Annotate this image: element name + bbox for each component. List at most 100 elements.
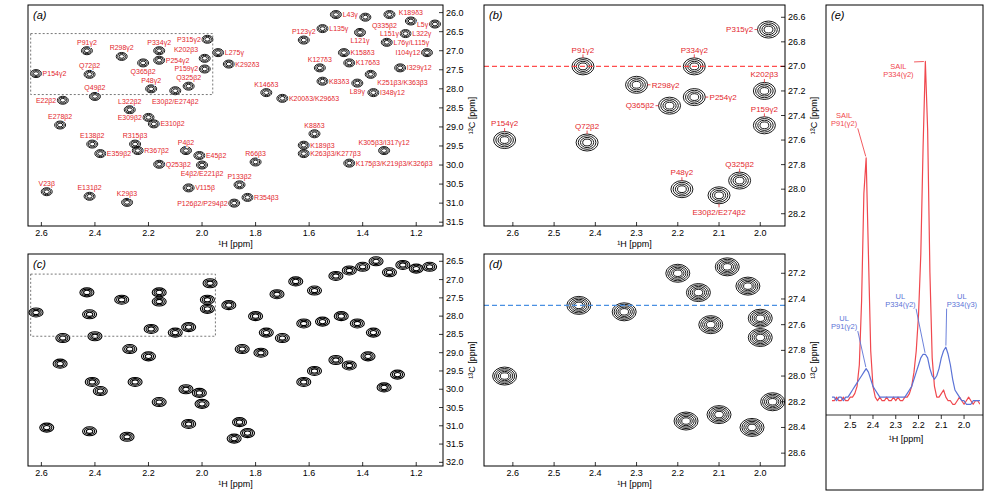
peak-annotation: SAILP91(γ2) (831, 111, 858, 128)
peak-contour (81, 47, 92, 55)
contour-ring (363, 353, 373, 360)
contour-ring (756, 84, 774, 98)
y-tick (781, 41, 785, 42)
peak-contour (298, 150, 309, 158)
leader-line (648, 84, 651, 85)
peak-label: P126β2/P294β2 (177, 200, 228, 208)
peak-contour (203, 279, 217, 288)
plot-area (484, 21, 785, 204)
contour-ring (59, 97, 67, 103)
peak-label: K29β3 (117, 190, 137, 198)
contour-ring (333, 13, 338, 17)
peak-annotation: SAILP334(γ2) (883, 62, 914, 79)
peak-label: Q335β2 (372, 22, 397, 30)
contour-ring (630, 80, 643, 90)
x-tick (416, 462, 417, 466)
contour-ring (721, 262, 733, 271)
peak-label: E30β2/E274β2 (692, 208, 746, 217)
peak-contour (261, 89, 272, 97)
x-tick (416, 222, 417, 226)
peak-contour (222, 301, 236, 310)
contour-ring (44, 190, 49, 194)
contour-ring (733, 175, 746, 185)
peak-contour (84, 192, 95, 200)
contour-ring (173, 89, 178, 93)
peak-contour (352, 79, 363, 87)
peak-label: E131β2 (77, 184, 101, 192)
peak-label: L5γ (417, 21, 429, 29)
contour-ring (742, 281, 754, 290)
contour-ring (320, 27, 325, 31)
contour-ring (186, 84, 191, 88)
contour-ring (199, 163, 204, 167)
x-tick (362, 462, 363, 466)
peak (715, 258, 739, 276)
peak (84, 70, 95, 78)
contour-ring (703, 319, 719, 331)
peak-contour (748, 329, 772, 347)
peak-label: K146δ3 (254, 81, 278, 88)
peak-contour (307, 286, 321, 295)
peak (729, 172, 751, 189)
contour-ring (146, 116, 151, 120)
contour-ring (392, 371, 402, 378)
contour-ring (33, 72, 38, 76)
y-tick-label: 26.5 (446, 256, 464, 266)
y-tick (439, 107, 443, 108)
peak-contour (298, 36, 309, 44)
peak-annotation: ULP91(γ2) (831, 314, 858, 331)
peak-contour (350, 319, 364, 328)
x-tick-label: 2.6 (507, 228, 520, 238)
contour-ring (216, 51, 221, 55)
peak-label: Q49β2 (84, 84, 105, 92)
peak (671, 181, 693, 198)
y-tick-label: 27.0 (446, 275, 464, 285)
peak-contour (57, 96, 68, 104)
annotation-line: P334(γ2) (883, 70, 914, 79)
frame (28, 5, 443, 226)
contour-ring (278, 95, 286, 101)
peak-contour (200, 295, 214, 304)
peak-contour (736, 277, 760, 295)
peak (203, 279, 217, 288)
peak (314, 64, 325, 72)
contour-ring (678, 415, 694, 427)
peak (93, 387, 107, 396)
peak (146, 85, 157, 93)
contour-ring (95, 388, 105, 395)
frame (28, 254, 443, 466)
leader-line (739, 169, 740, 173)
peak (400, 30, 411, 38)
contour-ring (84, 428, 94, 435)
peak (309, 130, 320, 138)
peak (179, 385, 193, 394)
contour-ring (387, 13, 392, 17)
contour-ring (748, 424, 757, 430)
contour-ring (301, 380, 308, 384)
y-tick (439, 31, 443, 32)
y-tick (439, 165, 443, 166)
y-tick (781, 401, 785, 402)
contour-ring (252, 159, 260, 165)
y-tick-label: 30.0 (446, 384, 464, 394)
peak-contour (748, 309, 772, 327)
peak (753, 117, 775, 134)
contour-ring (398, 262, 408, 269)
contour-ring (752, 312, 768, 324)
peak-contour (168, 328, 182, 337)
contour-ring (205, 37, 210, 41)
peak-contour (758, 21, 780, 38)
peak-contour (95, 150, 106, 158)
y-tick-label: 31.5 (446, 217, 464, 227)
contour-ring (338, 314, 345, 318)
y-tick-label: 30.5 (446, 179, 464, 189)
contour-ring (713, 410, 725, 419)
peak-contour (259, 328, 273, 337)
y-tick-label: 27.0 (446, 46, 464, 56)
peak-label: K189δ3 (399, 9, 423, 16)
peak (355, 28, 366, 36)
x-tick (554, 222, 555, 226)
contour-ring (712, 190, 725, 200)
peak (144, 324, 158, 333)
peak (369, 257, 383, 266)
